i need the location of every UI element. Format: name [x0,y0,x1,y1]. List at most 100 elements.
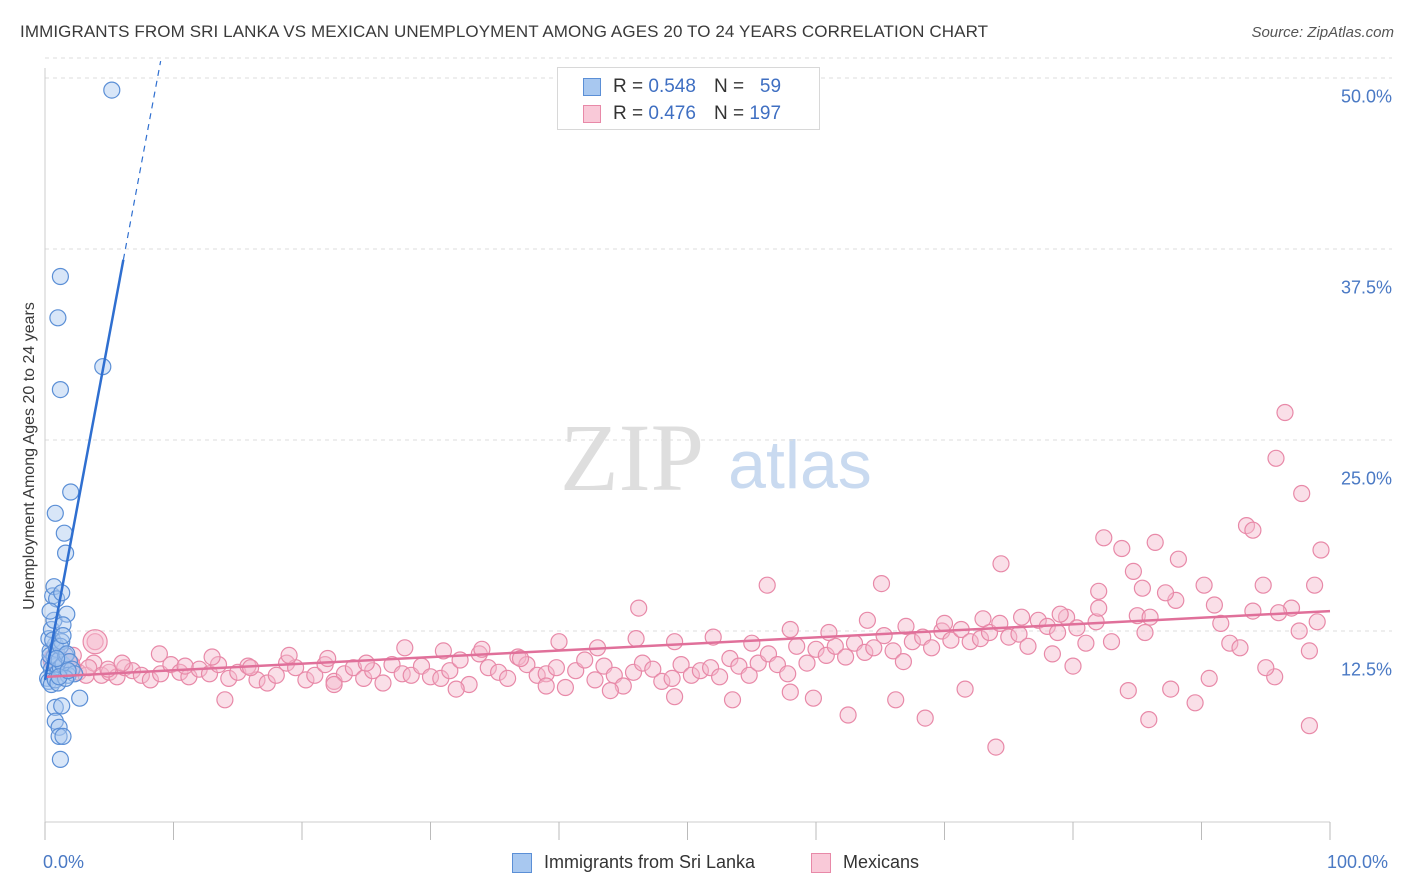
sri-lanka-point [51,750,70,769]
mexicans-point [150,645,168,663]
mexicans-point [1043,645,1062,663]
chart-title: IMMIGRANTS FROM SRI LANKA VS MEXICAN UNE… [20,22,989,41]
mexicans-point [614,677,632,695]
mexicans-point [672,655,690,674]
mexicans-point [817,646,835,665]
mexicans-point [1048,623,1067,642]
legend-item-mexicans: Mexicans [811,852,919,873]
mexicans-point [788,637,806,655]
legend-swatch-blue [583,78,601,96]
mexicans-point [1266,668,1284,686]
mexicans-point [704,628,722,646]
mexicans-point [306,666,324,684]
mexicans-point [872,574,891,593]
mexicans-point [1156,584,1175,602]
mexicans-point [1136,623,1154,642]
legend-item-sri-lanka: Immigrants from Sri Lanka [512,852,755,873]
mexicans-point [434,642,452,660]
mexicans-point [897,617,915,636]
mexicans-point [779,665,797,683]
mexicans-point [1305,576,1324,594]
mexicans-point [653,672,671,691]
mexicans-point [740,666,758,684]
sri-lanka-point [103,81,121,99]
mexicans-point [1124,562,1143,581]
mexicans-point [1200,669,1218,688]
mexicans-point [1195,576,1213,594]
mexicans-point [1169,550,1188,568]
sri-lanka-point [58,605,76,623]
sri-lanka-point [53,697,71,715]
mexicans-point [537,677,555,695]
mexicans-point [576,651,594,669]
legend-row-mexicans: R = 0.476 N = 197 [583,103,781,125]
legend-swatch-pink [811,852,831,873]
mexicans-point [894,652,913,671]
mexicans-point [865,639,883,657]
mexicans-point [663,669,681,688]
x-tick-label-100: 100.0% [1327,852,1389,872]
y-tick-label-12-5: 12.5% [1340,659,1392,680]
mexicans-point [176,657,194,675]
mexicans-point [1146,533,1164,552]
mexicans-point [396,639,414,657]
legend-r-label: R = [613,76,644,97]
sri-lanka-point [46,698,64,717]
mexicans-point [992,555,1010,573]
mexicans-point [1300,642,1319,660]
mexicans-point [781,683,799,701]
chart-source: Source: ZipAtlas.com [1251,24,1394,41]
mexicans-point [1000,628,1018,646]
series-legend: Immigrants from Sri Lanka Mexicans [0,852,1406,878]
mexicans-point [723,691,742,709]
mexicans-point [1068,619,1086,637]
legend-r-value: 0.476 [648,103,696,124]
x-tick-label-0: 0.0% [43,852,85,872]
mexicans-point [1119,681,1137,700]
mexicans-point [1257,659,1275,677]
mexicans-point [1244,602,1262,620]
mexicans-point [974,610,992,628]
mexicans-point [267,666,285,684]
sri-lanka-trendline-extension [122,60,162,260]
mexicans-point [665,633,684,651]
mexicans-point [297,671,315,689]
mexicans-point [624,663,643,681]
mexicans-point [1267,449,1285,467]
mexicans-point [537,665,555,683]
mexicans-point [633,654,652,672]
y-axis-label: Unemployment Among Ages 20 to 24 years [21,302,38,610]
sri-lanka-points [38,81,121,769]
legend-n-label: N = [713,76,745,97]
legend-swatch-blue [512,852,532,873]
mexicans-point [479,659,497,677]
mexicans-point [781,620,799,639]
mexicans-point [325,675,343,694]
mexicans-point [804,689,823,707]
grid-lines [45,57,1392,632]
mexicans-point [1102,633,1121,651]
mexicans-point [511,649,530,668]
mexicans-point [971,629,990,648]
mexicans-point [1077,634,1095,652]
mexicans-point [836,648,855,666]
mexicans-point [1221,634,1239,652]
mexicans-point [691,662,710,680]
mexicans-point [1140,710,1158,729]
axes [44,68,1331,840]
mexicans-point [1212,614,1230,633]
mexicans-point [1012,608,1031,626]
mexicans-point [875,626,893,645]
mexicans-point [682,666,701,684]
mexicans-point [447,680,465,698]
mexicans-point [884,642,902,660]
mexicans-point [1293,484,1311,503]
mexicans-point [113,654,131,672]
mexicans-point [887,691,905,709]
mexicans-point [547,659,566,677]
mexicans-point [280,646,298,665]
mexicans-point [203,648,221,666]
mexicans-point [758,576,776,594]
mexicans-point [987,738,1005,756]
